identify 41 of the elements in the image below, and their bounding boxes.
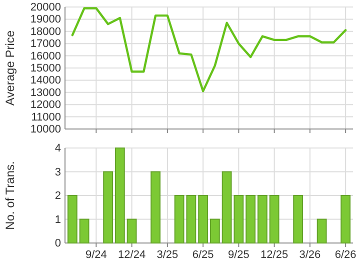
- x-tick-label: 12/24: [118, 248, 146, 261]
- x-tick-label: 3/25: [156, 248, 178, 261]
- y-tick-label: 15000: [30, 62, 61, 75]
- y-tick-label: 18000: [30, 26, 61, 38]
- line-series: [71, 7, 347, 92]
- x-tick-label: 6/26: [334, 248, 356, 261]
- bar: [316, 218, 327, 244]
- y-axis-title: No. of Trans.: [3, 161, 17, 230]
- bar: [210, 218, 220, 244]
- y-tick-label: 12000: [30, 99, 61, 112]
- y-tick-label: 19000: [30, 14, 61, 26]
- bar: [340, 195, 351, 244]
- y-tick-label: 14000: [30, 74, 61, 87]
- bar: [246, 195, 256, 244]
- x-tick-label: 9/24: [85, 248, 107, 261]
- bar: [150, 171, 161, 244]
- bar: [114, 148, 125, 244]
- bar: [198, 195, 208, 244]
- y-tick-label: 1: [54, 214, 61, 226]
- y-tick-label: 11000: [31, 111, 61, 124]
- bar: [257, 195, 268, 244]
- y-tick-label: 16000: [30, 50, 61, 62]
- bar: [67, 195, 78, 244]
- bar: [293, 195, 304, 244]
- x-tick-label: 12/25: [260, 248, 288, 261]
- y-tick-label: 17000: [30, 38, 61, 50]
- y-tick-label: 10000: [30, 124, 61, 136]
- y-tick-label: 0: [54, 238, 61, 250]
- y-tick-label: 3: [54, 166, 61, 178]
- x-tick-label: 9/25: [228, 248, 250, 261]
- x-tick-label: 6/25: [192, 248, 214, 261]
- y-tick-label: 13000: [30, 86, 61, 99]
- y-tick-label: 2: [54, 190, 61, 202]
- bar: [126, 218, 137, 244]
- y-axis-title: Average Price: [3, 30, 17, 106]
- x-tick-label: 3/26: [299, 248, 321, 261]
- bar: [79, 218, 90, 244]
- y-tick-label: 20000: [30, 2, 61, 14]
- bar: [269, 195, 280, 244]
- bar: [103, 171, 114, 244]
- y-tick-label: 4: [54, 142, 61, 155]
